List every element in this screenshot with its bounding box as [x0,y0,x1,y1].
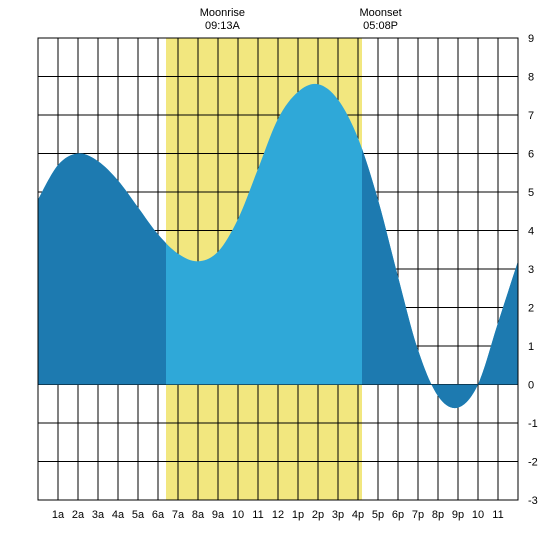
moonrise-time: 09:13A [205,20,241,32]
x-tick-label: 7a [172,509,185,521]
moonset-time: 05:08P [363,20,398,32]
x-tick-label: 6a [152,509,165,521]
y-tick-label: -1 [528,418,538,430]
x-tick-label: 4a [112,509,125,521]
x-tick-label: 5p [372,509,384,521]
x-tick-label: 10 [232,509,244,521]
x-tick-label: 8p [432,509,444,521]
x-tick-label: 1a [52,509,65,521]
moonrise-label: Moonrise [200,7,245,19]
x-tick-label: 5a [132,509,145,521]
y-tick-label: 9 [528,33,534,45]
x-tick-label: 3a [92,509,105,521]
x-tick-label: 11 [492,509,503,521]
x-tick-label: 9a [212,509,225,521]
x-tick-label: 8a [192,509,205,521]
x-tick-label: 12 [272,509,284,521]
x-tick-label: 9p [452,509,464,521]
x-tick-label: 10 [472,509,484,521]
x-tick-label: 2p [312,509,324,521]
x-tick-label: 4p [352,509,364,521]
chart-svg: -3-2-101234567891a2a3a4a5a6a7a8a9a101112… [0,0,550,550]
x-tick-label: 11 [252,509,263,521]
y-tick-label: 5 [528,187,534,199]
y-tick-label: 8 [528,72,534,84]
y-tick-label: -2 [528,457,538,469]
x-tick-label: 1p [292,509,304,521]
y-tick-label: 0 [528,380,534,392]
x-tick-label: 2a [72,509,85,521]
y-tick-label: 7 [528,110,534,122]
x-tick-label: 3p [332,509,344,521]
moonset-label: Moonset [359,7,401,19]
y-tick-label: 2 [528,303,534,315]
x-tick-label: 6p [392,509,404,521]
y-tick-label: -3 [528,495,538,507]
y-tick-label: 3 [528,264,534,276]
y-tick-label: 1 [528,341,534,353]
y-tick-label: 4 [528,226,534,238]
tide-chart: -3-2-101234567891a2a3a4a5a6a7a8a9a101112… [0,0,550,550]
x-tick-label: 7p [412,509,424,521]
y-tick-label: 6 [528,149,534,161]
